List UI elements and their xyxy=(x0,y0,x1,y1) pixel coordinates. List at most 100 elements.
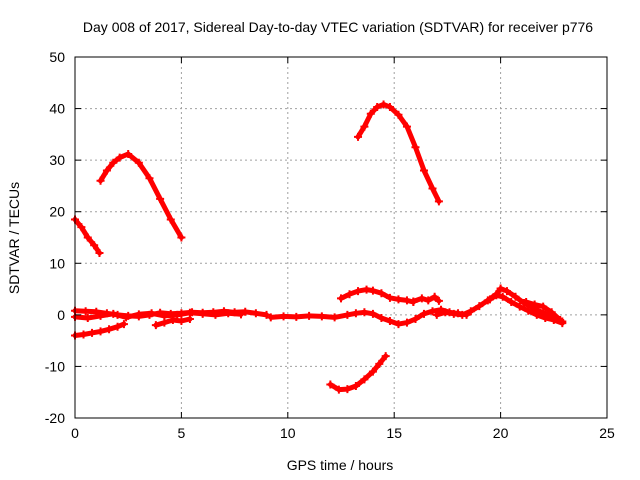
data-point xyxy=(115,153,124,162)
data-point xyxy=(532,310,541,319)
data-point xyxy=(119,320,128,329)
data-point xyxy=(147,309,156,318)
data-point xyxy=(424,296,433,305)
data-point xyxy=(351,382,360,391)
data-point xyxy=(428,184,437,193)
data-point xyxy=(434,296,443,305)
data-point xyxy=(166,215,175,224)
data-point xyxy=(511,292,520,301)
data-series-arc-a xyxy=(71,215,104,257)
data-series-arc-m xyxy=(485,291,567,328)
data-point xyxy=(337,294,345,303)
data-point xyxy=(539,302,548,311)
data-point xyxy=(109,309,118,318)
data-point xyxy=(241,307,250,316)
chart-grid xyxy=(75,57,607,418)
data-point xyxy=(156,194,165,203)
data-point xyxy=(360,375,369,384)
data-point xyxy=(428,307,437,316)
x-tick-label: 10 xyxy=(280,425,296,441)
data-point xyxy=(379,100,388,109)
data-point xyxy=(266,313,275,322)
data-point xyxy=(377,289,386,298)
y-tick-label: 0 xyxy=(57,307,65,323)
data-point xyxy=(409,297,418,306)
data-series-arc-e xyxy=(71,320,128,340)
data-point xyxy=(541,313,550,322)
data-series-arc-c xyxy=(354,100,443,206)
data-point xyxy=(394,110,403,119)
data-point xyxy=(524,306,533,315)
y-axis-label: SDTVAR / TECUs xyxy=(6,182,22,294)
data-point xyxy=(394,320,403,329)
data-point xyxy=(360,308,369,317)
series-line xyxy=(355,101,442,204)
data-point xyxy=(466,307,475,316)
y-tick-label: 30 xyxy=(49,152,65,168)
chart-tick-labels: 0 5 10 15 20 25 -20 -10 0 10 20 30 40 50 xyxy=(45,49,615,441)
data-point xyxy=(485,295,494,304)
data-point xyxy=(419,166,428,175)
data-point xyxy=(502,287,511,296)
y-tick-label: 20 xyxy=(49,204,65,220)
data-point xyxy=(151,321,160,330)
data-point xyxy=(368,367,377,376)
data-point xyxy=(292,312,301,321)
data-point xyxy=(394,295,403,304)
data-point xyxy=(177,233,186,242)
x-tick-label: 25 xyxy=(599,425,615,441)
x-tick-label: 20 xyxy=(493,425,509,441)
data-point xyxy=(547,308,556,317)
data-point xyxy=(530,300,539,309)
data-point xyxy=(168,316,177,325)
data-point xyxy=(411,143,420,152)
data-point xyxy=(385,317,394,326)
data-point xyxy=(90,241,99,250)
data-point xyxy=(343,385,352,394)
data-point xyxy=(279,312,288,321)
data-point xyxy=(368,286,377,295)
data-point xyxy=(145,174,154,183)
series-line xyxy=(338,287,416,305)
data-point xyxy=(373,103,382,112)
data-point xyxy=(507,297,516,306)
data-point xyxy=(109,158,118,167)
data-point xyxy=(496,284,505,293)
series-line xyxy=(98,151,184,240)
data-point xyxy=(441,308,450,317)
data-point xyxy=(160,318,169,327)
y-tick-label: -20 xyxy=(45,410,65,426)
data-point xyxy=(122,313,131,322)
data-point xyxy=(492,291,501,300)
data-series-arc-j xyxy=(337,285,418,306)
data-point xyxy=(556,316,565,325)
x-tick-label: 15 xyxy=(386,425,402,441)
data-point xyxy=(402,296,411,305)
data-point xyxy=(88,328,97,337)
data-point xyxy=(434,197,443,206)
data-point xyxy=(345,290,354,299)
data-point xyxy=(360,122,369,131)
data-point xyxy=(334,385,343,394)
data-point xyxy=(251,309,260,318)
data-point xyxy=(124,149,133,158)
data-point xyxy=(236,310,245,319)
chart-title: Day 008 of 2017, Sidereal Day-to-day VTE… xyxy=(83,19,593,35)
data-point xyxy=(458,310,467,319)
plot-border xyxy=(74,56,608,419)
data-point xyxy=(81,307,90,316)
data-series-arc-h xyxy=(151,314,194,330)
x-tick-label: 0 xyxy=(71,425,79,441)
data-point xyxy=(419,309,428,318)
data-point xyxy=(134,310,143,319)
data-point xyxy=(83,313,92,322)
series-line xyxy=(434,286,565,325)
data-point xyxy=(95,248,104,257)
data-point xyxy=(177,317,186,326)
data-point xyxy=(185,314,194,323)
y-tick-label: -10 xyxy=(45,358,65,374)
data-point xyxy=(362,285,371,294)
data-point xyxy=(368,309,377,318)
data-series-arc-i xyxy=(266,305,471,329)
data-point xyxy=(366,109,375,118)
